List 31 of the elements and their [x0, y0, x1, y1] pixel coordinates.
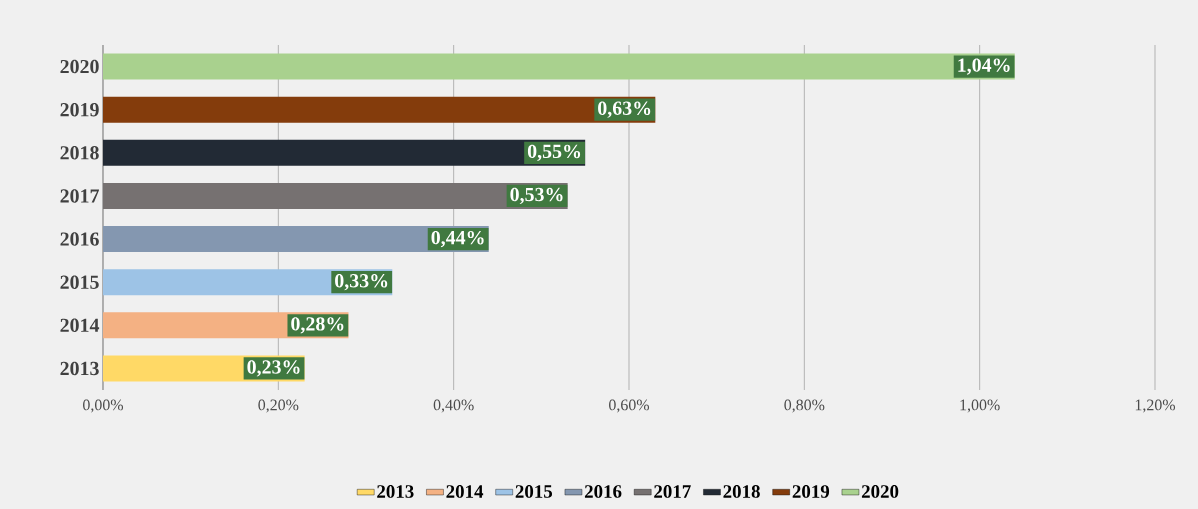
data-label: 0,55% [527, 144, 581, 161]
legend-label: 2015 [515, 485, 553, 498]
x-tick-label: 1,20% [1135, 399, 1176, 413]
legend-label: 2014 [446, 485, 484, 498]
x-tick-label: 0,60% [609, 399, 650, 413]
data-label: 0,63% [598, 101, 651, 118]
x-tick-label: 0,40% [433, 399, 474, 413]
y-tick-label: 2020 [60, 59, 99, 74]
x-tick-label: 0,80% [784, 399, 825, 413]
legend-label: 2018 [723, 485, 760, 498]
y-tick-label: 2015 [60, 275, 99, 289]
y-tick-label: 2014 [60, 318, 100, 333]
legend-label: 2017 [654, 485, 691, 498]
legend-label: 2020 [861, 485, 899, 498]
y-tick-label: 2013 [60, 361, 99, 376]
y-tick-label: 2019 [60, 102, 99, 117]
data-label: 1,04% [958, 58, 1010, 75]
data-label: 0,53% [510, 187, 563, 205]
y-tick-label: 2018 [60, 146, 99, 160]
data-label: 0,33% [335, 274, 388, 291]
data-label: 0,44% [431, 230, 484, 248]
y-tick-label: 2016 [60, 232, 99, 246]
data-label: 0,23% [247, 360, 300, 377]
legend-label: 2016 [584, 485, 622, 498]
data-label: 0,28% [291, 317, 344, 334]
y-tick-label: 2017 [60, 189, 99, 203]
legend-label: 2013 [377, 485, 414, 498]
legend-label: 2019 [792, 485, 830, 498]
x-tick-label: 1,00% [960, 399, 1000, 413]
x-tick-label: 0,00% [83, 399, 124, 413]
x-tick-label: 0,20% [258, 399, 299, 413]
